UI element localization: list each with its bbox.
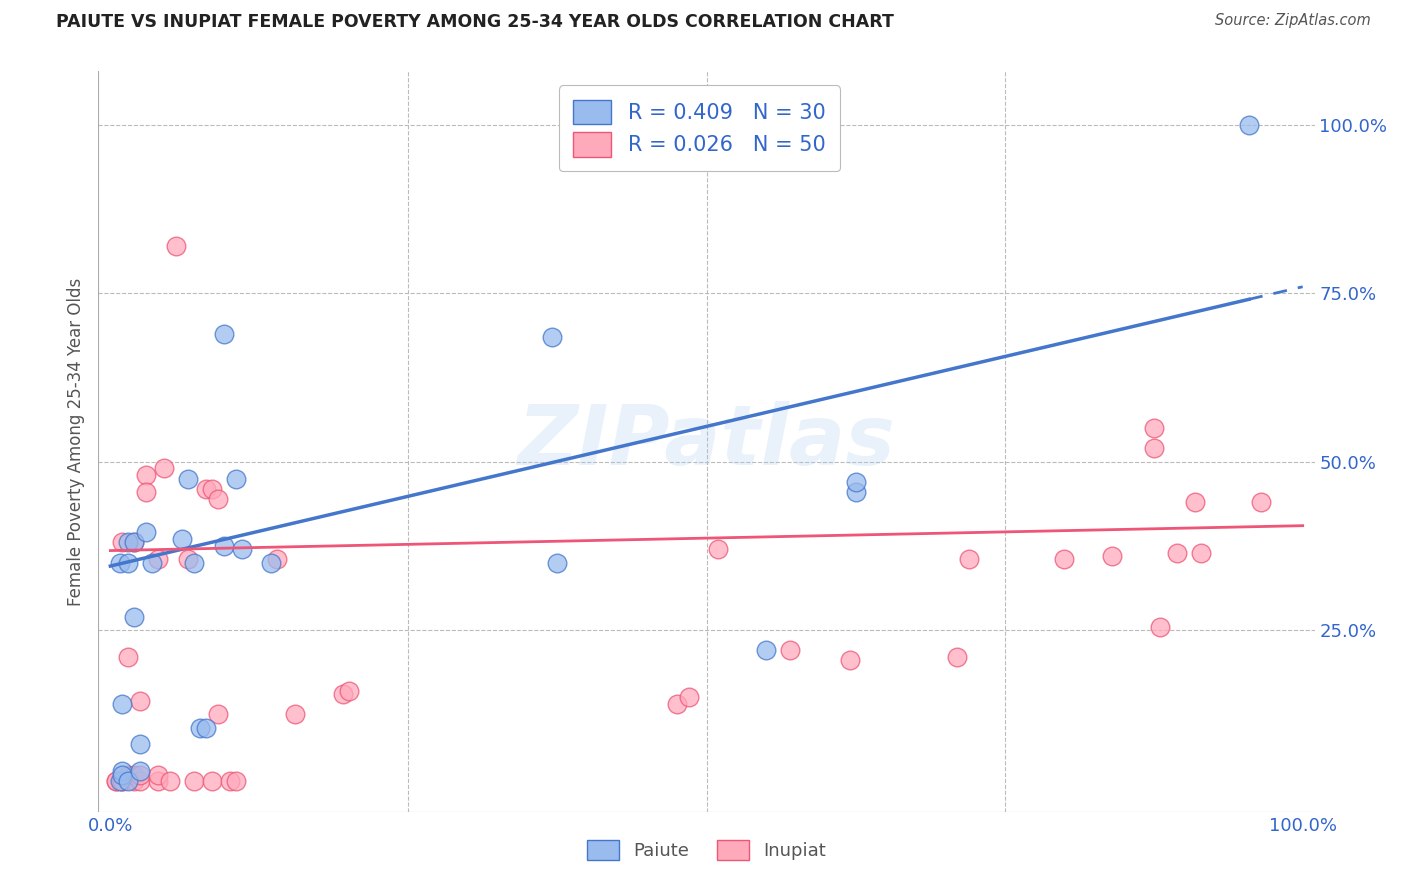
Point <box>1101 549 1123 563</box>
Point <box>779 643 801 657</box>
Point <box>108 556 131 570</box>
Point <box>546 556 568 570</box>
Point <box>1143 442 1166 456</box>
Point <box>129 767 152 781</box>
Point <box>212 326 235 341</box>
Point <box>194 721 217 735</box>
Point <box>129 774 152 789</box>
Point <box>135 525 157 540</box>
Point <box>129 764 152 779</box>
Point <box>170 532 193 546</box>
Point <box>1189 545 1212 560</box>
Point <box>146 774 169 789</box>
Point <box>665 697 688 711</box>
Point <box>111 697 134 711</box>
Text: PAIUTE VS INUPIAT FEMALE POVERTY AMONG 25-34 YEAR OLDS CORRELATION CHART: PAIUTE VS INUPIAT FEMALE POVERTY AMONG 2… <box>56 13 894 31</box>
Point <box>129 738 152 752</box>
Y-axis label: Female Poverty Among 25-34 Year Olds: Female Poverty Among 25-34 Year Olds <box>66 277 84 606</box>
Point <box>122 767 145 781</box>
Point <box>105 774 128 789</box>
Point <box>260 556 283 570</box>
Point <box>122 535 145 549</box>
Point <box>135 485 157 500</box>
Point <box>540 330 562 344</box>
Point <box>201 482 224 496</box>
Point <box>141 556 163 570</box>
Point <box>111 764 134 779</box>
Point <box>225 471 247 485</box>
Point <box>122 609 145 624</box>
Point <box>122 535 145 549</box>
Point <box>838 653 860 667</box>
Point <box>1053 552 1076 566</box>
Point <box>159 774 181 789</box>
Point <box>117 767 139 781</box>
Point <box>755 643 778 657</box>
Point <box>678 690 700 705</box>
Point <box>153 461 176 475</box>
Point <box>845 485 868 500</box>
Point <box>165 239 187 253</box>
Legend: Paiute, Inupiat: Paiute, Inupiat <box>574 827 839 873</box>
Point <box>1143 421 1166 435</box>
Point <box>111 535 134 549</box>
Text: Source: ZipAtlas.com: Source: ZipAtlas.com <box>1215 13 1371 29</box>
Point <box>218 774 240 789</box>
Point <box>957 552 980 566</box>
Point <box>266 552 288 566</box>
Point <box>183 556 205 570</box>
Point <box>231 542 253 557</box>
Point <box>332 687 354 701</box>
Point <box>105 774 128 789</box>
Point <box>135 468 157 483</box>
Point <box>284 707 307 722</box>
Point <box>117 649 139 664</box>
Point <box>146 552 169 566</box>
Point <box>212 539 235 553</box>
Point <box>1184 495 1206 509</box>
Point <box>111 774 134 789</box>
Point <box>111 767 134 781</box>
Point <box>117 535 139 549</box>
Point <box>1149 619 1171 633</box>
Point <box>117 556 139 570</box>
Point <box>146 767 169 781</box>
Point <box>122 774 145 789</box>
Point <box>946 649 969 664</box>
Point <box>129 694 152 708</box>
Text: ZIPatlas: ZIPatlas <box>517 401 896 482</box>
Point <box>707 542 730 557</box>
Point <box>177 471 200 485</box>
Point <box>1250 495 1272 509</box>
Point <box>1237 118 1260 132</box>
Point <box>207 707 229 722</box>
Point <box>108 774 131 789</box>
Point <box>201 774 224 789</box>
Point <box>117 774 139 789</box>
Point <box>225 774 247 789</box>
Point <box>183 774 205 789</box>
Point <box>177 552 200 566</box>
Point <box>111 774 134 789</box>
Point <box>207 491 229 506</box>
Point <box>845 475 868 489</box>
Point <box>337 683 360 698</box>
Point <box>194 482 217 496</box>
Point <box>1166 545 1188 560</box>
Point <box>188 721 211 735</box>
